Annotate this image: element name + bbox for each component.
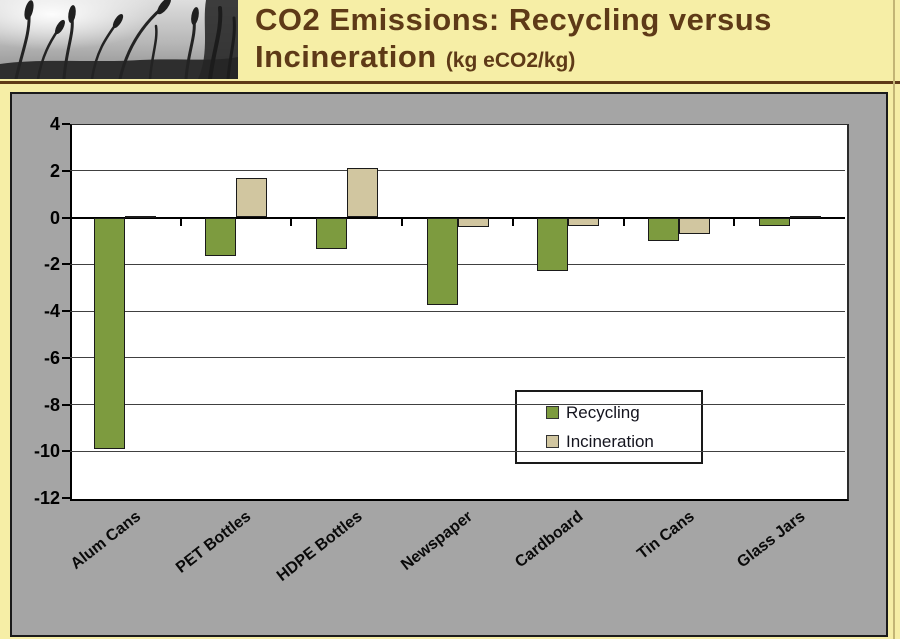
x-axis-label-pet-bottles: PET Bottles <box>173 508 255 577</box>
bar-recycling-cardboard <box>537 217 569 272</box>
y-axis-tick--8 <box>62 403 70 406</box>
header-photo-wheat-grass <box>0 0 238 79</box>
incineration-color-swatch <box>546 435 559 448</box>
wheat-grass-illustration <box>0 0 238 79</box>
bar-incineration-tin-cans <box>678 217 710 234</box>
gridline--10 <box>70 450 845 452</box>
y-axis-tick-0 <box>62 216 70 219</box>
y-axis-tick-4 <box>62 123 70 125</box>
x-axis-label-glass-jars: Glass Jars <box>733 508 809 572</box>
bar-incineration-cardboard <box>568 217 600 226</box>
x-axis-label-alum-cans: Alum Cans <box>67 508 144 573</box>
gridline--6 <box>70 357 845 359</box>
bar-incineration-alum-cans <box>125 216 157 219</box>
gridline--8 <box>70 404 845 405</box>
category-boundary-tick-1 <box>179 217 182 226</box>
x-axis-label-newspaper: Newspaper <box>398 508 476 574</box>
y-axis-label--6: -6 <box>43 347 60 368</box>
bar-recycling-alum-cans <box>94 217 126 449</box>
y-axis-label--12: -12 <box>33 488 60 508</box>
legend-label-recycling: Recycling <box>566 403 640 422</box>
category-boundary-tick-5 <box>622 217 625 226</box>
category-boundary-tick-6 <box>733 217 736 226</box>
bar-recycling-tin-cans <box>647 217 679 241</box>
bar-recycling-newspaper <box>426 217 458 306</box>
y-axis-tick--10 <box>62 450 70 453</box>
y-axis-label-4: 4 <box>49 114 60 134</box>
slide-title-line1: CO2 Emissions: Recycling versus <box>255 2 772 37</box>
gridline--4 <box>70 310 845 312</box>
y-axis-tick-2 <box>62 169 70 172</box>
y-axis-label--8: -8 <box>43 394 60 415</box>
slide-right-edge-line <box>893 0 895 639</box>
y-axis-tick--2 <box>62 263 70 266</box>
bar-recycling-pet-bottles <box>205 217 237 257</box>
header: CO2 Emissions: Recycling versus Incinerat… <box>0 0 900 80</box>
legend-item-recycling: Recycling <box>546 404 701 421</box>
plot-area <box>70 124 849 501</box>
legend-label-incineration: Incineration <box>566 432 654 451</box>
category-boundary-tick-3 <box>401 217 404 226</box>
x-axis-label-tin-cans: Tin Cans <box>633 508 698 563</box>
bar-incineration-hdpe-bottles <box>346 168 378 218</box>
y-axis-label-0: 0 <box>49 207 60 228</box>
y-axis-label--10: -10 <box>33 441 60 462</box>
legend-item-incineration: Incineration <box>546 433 701 450</box>
bar-incineration-pet-bottles <box>236 177 268 218</box>
x-axis-label-cardboard: Cardboard <box>512 508 587 572</box>
bar-recycling-hdpe-bottles <box>315 217 347 250</box>
category-boundary-tick-2 <box>290 217 293 226</box>
slide-title-units: (kg eCO2/kg) <box>445 49 576 72</box>
slide-title: CO2 Emissions: Recycling versus Incinerat… <box>255 1 772 79</box>
bar-incineration-newspaper <box>457 217 489 227</box>
recycling-color-swatch <box>546 406 559 419</box>
slide-title-line2: Incineration <box>255 39 446 74</box>
chart-legend: Recycling Incineration <box>515 390 703 464</box>
x-axis-label-hdpe-bottles: HDPE Bottles <box>273 508 366 585</box>
y-axis-label-2: 2 <box>49 160 60 181</box>
bar-recycling-glass-jars <box>758 217 790 226</box>
y-axis-label--2: -2 <box>43 254 60 275</box>
gridline--2 <box>70 263 845 265</box>
bar-incineration-glass-jars <box>789 216 821 219</box>
co2-emissions-chart: Recycling Incineration 4 2 0 -2 -4 -6 -8 -10 -12… <box>10 92 888 637</box>
gridline-2 <box>70 170 845 172</box>
category-boundary-tick-4 <box>511 217 514 226</box>
y-axis-tick--6 <box>62 356 70 359</box>
y-axis-tick--12 <box>62 497 70 499</box>
header-divider <box>0 81 900 84</box>
y-axis-tick--4 <box>62 310 70 312</box>
y-axis-label--4: -4 <box>43 301 60 321</box>
